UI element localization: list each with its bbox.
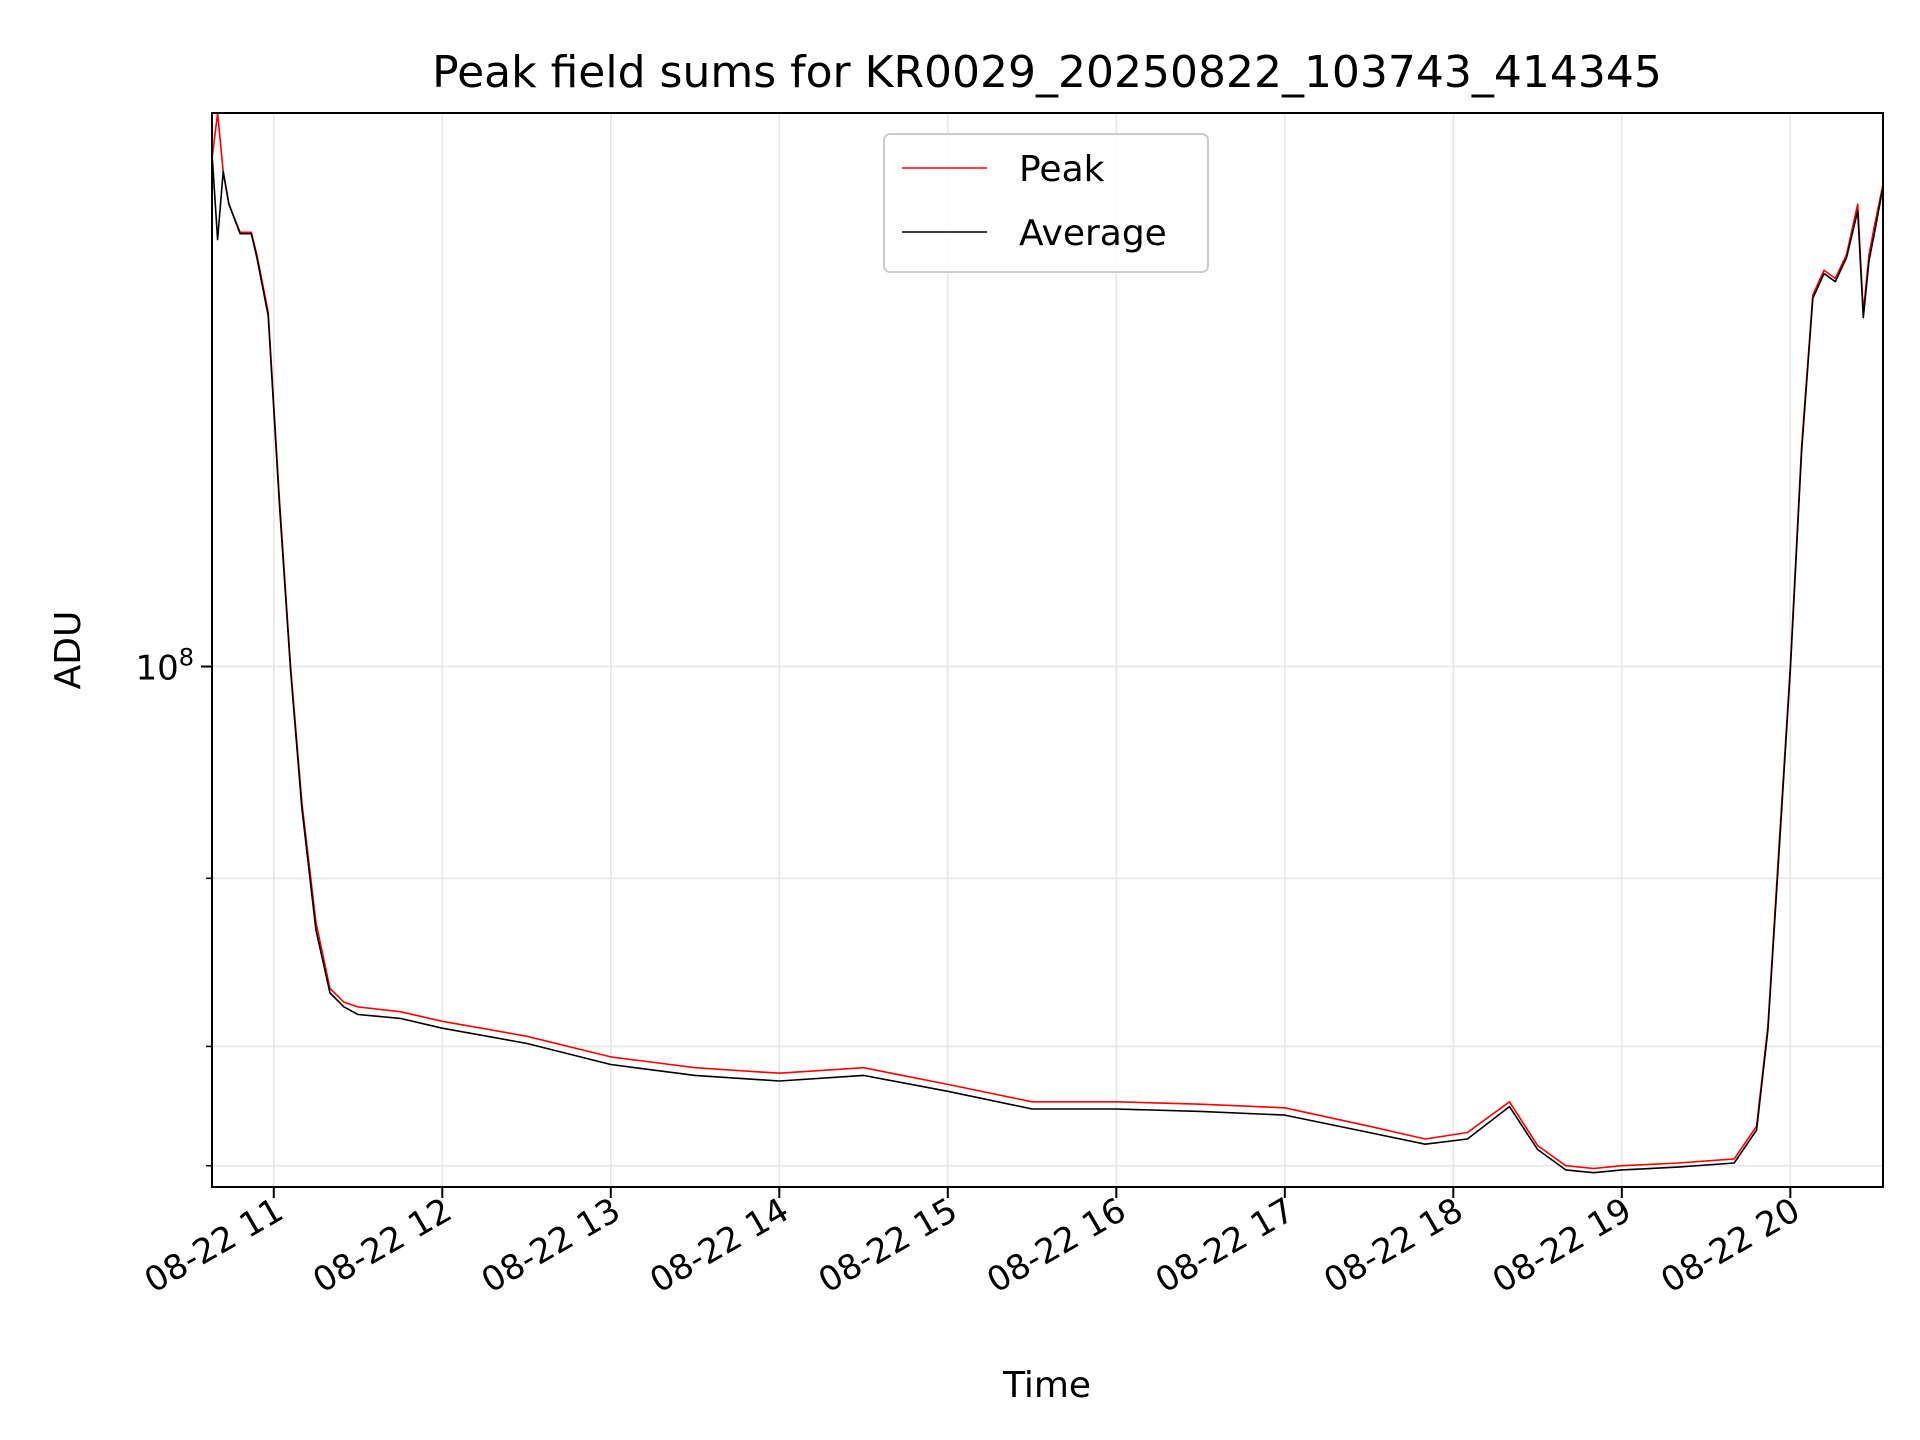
plot-frame: [211, 112, 1884, 1188]
legend-label-peak: Peak: [1019, 149, 1105, 190]
legend: Peak Average: [883, 133, 1209, 273]
series-lines: [211, 112, 1884, 1174]
series-line-average: [211, 153, 1884, 1174]
x-axis-label: Time: [1002, 1365, 1091, 1406]
y-tick-label: 108: [135, 644, 194, 689]
y-axis-label: ADU: [48, 611, 89, 690]
legend-label-average: Average: [1019, 213, 1167, 254]
chart-title: Peak field sums for KR0029_20250822_1037…: [432, 47, 1662, 98]
grid: [212, 113, 1883, 1187]
